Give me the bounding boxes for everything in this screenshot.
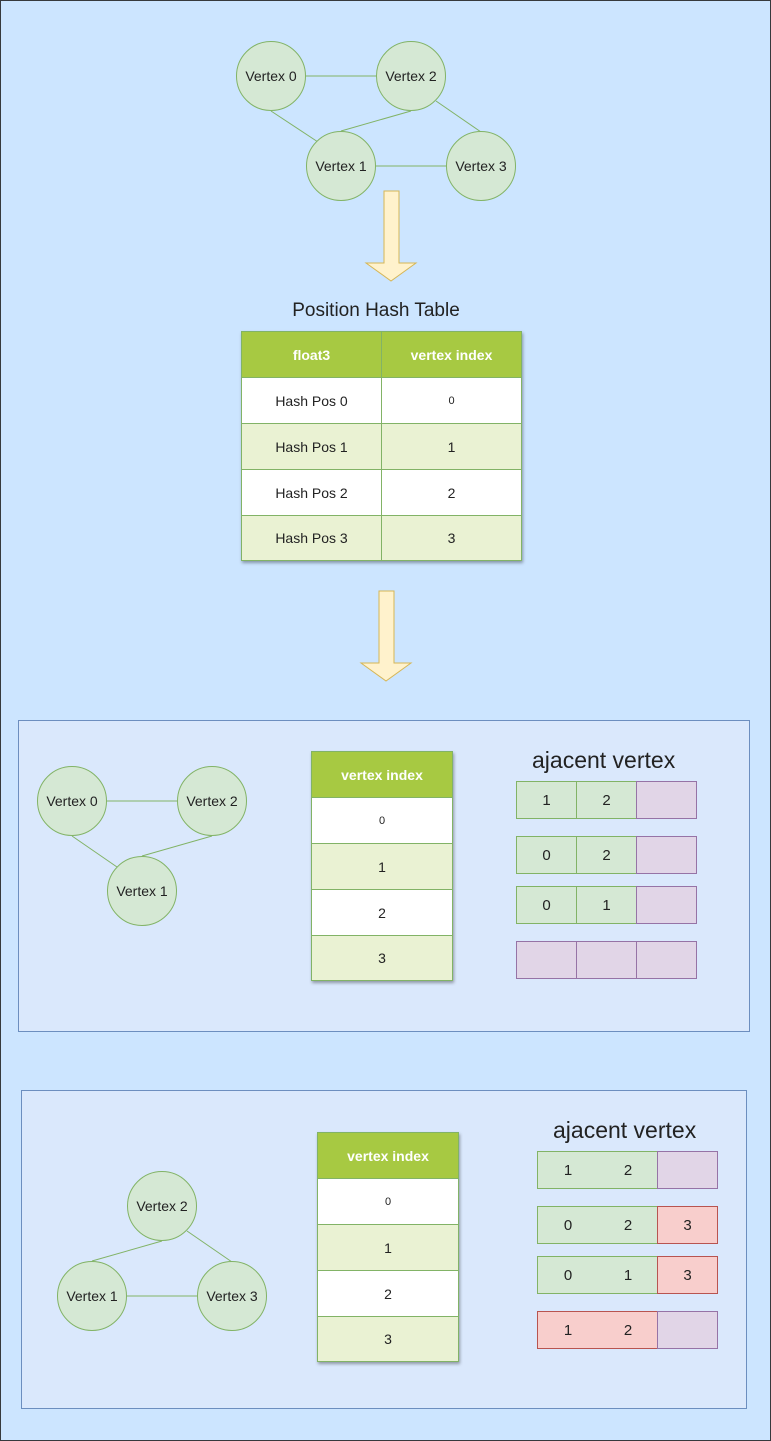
hash-table-header-vertex-index: vertex index (381, 331, 522, 378)
adjacency-cell: 1 (598, 1257, 658, 1293)
adjacency-cell: 1 (538, 1152, 598, 1188)
vertex-index-cell: 0 (317, 1178, 459, 1225)
top-node-vertex-3: Vertex 3 (446, 131, 516, 201)
down-arrow-2 (359, 590, 413, 682)
edge-v2-v1 (340, 110, 412, 132)
table-row: Hash Pos 2 2 (241, 469, 522, 516)
node-label: Vertex 2 (186, 793, 238, 809)
adjacency-cell: 0 (516, 836, 577, 874)
node-label: Vertex 1 (116, 883, 168, 899)
vertex-index-cell: 2 (381, 469, 522, 516)
table-row: Hash Pos 1 1 (241, 423, 522, 470)
vertex-index-cell: 3 (311, 935, 453, 981)
vertex-index-cell: 2 (311, 889, 453, 936)
table-row: 1 (311, 843, 453, 890)
table-row: Hash Pos 0 0 (241, 377, 522, 424)
adjacency-cell: 1 (576, 886, 637, 924)
hash-table-header-float3: float3 (241, 331, 382, 378)
panel2-node-vertex-1: Vertex 1 (57, 1261, 127, 1331)
node-label: Vertex 1 (66, 1288, 118, 1304)
table-row: 3 (317, 1316, 459, 1362)
vertex-index-cell: 0 (311, 797, 453, 844)
node-label: Vertex 2 (385, 68, 437, 84)
adjacency-cell: 1 (516, 781, 577, 819)
adjacency-new-cell: 3 (657, 1256, 718, 1294)
edge-v2-v1 (141, 835, 213, 857)
adjacency-cell: 0 (538, 1257, 598, 1293)
adjacency-new-cell: 3 (657, 1206, 718, 1244)
panel1-edges (71, 800, 213, 868)
hash-pos-cell: Hash Pos 0 (241, 377, 382, 424)
hash-pos-cell: Hash Pos 1 (241, 423, 382, 470)
top-node-vertex-0: Vertex 0 (236, 41, 306, 111)
vertex-index-cell: 1 (311, 843, 453, 890)
vertex-index-header: vertex index (317, 1132, 459, 1179)
hash-pos-cell: Hash Pos 3 (241, 515, 382, 561)
panel1-adjacent-title: ajacent vertex (532, 747, 676, 773)
adjacency-empty-cell (516, 941, 577, 979)
panel2-edges (91, 1230, 233, 1297)
table-row: Hash Pos 3 3 (241, 515, 522, 561)
edge-v2-v1 (91, 1240, 163, 1262)
adjacency-new-cell: 2 (598, 1312, 658, 1348)
edge-v2-v3 (435, 100, 482, 133)
table-row: 0 (311, 797, 453, 844)
table-row: 2 (311, 889, 453, 936)
node-label: Vertex 3 (455, 158, 507, 174)
vertex-index-cell: 1 (381, 423, 522, 470)
vertex-index-cell: 2 (317, 1270, 459, 1317)
edge-v0-v1 (71, 835, 118, 868)
top-node-vertex-1: Vertex 1 (306, 131, 376, 201)
adjacency-empty-cell (657, 1311, 718, 1349)
adjacency-cell: 2 (576, 781, 637, 819)
table-row: 2 (317, 1270, 459, 1317)
panel2-node-vertex-3: Vertex 3 (197, 1261, 267, 1331)
vertex-index-header: vertex index (311, 751, 453, 798)
adjacency-empty-cell (657, 1151, 718, 1189)
adjacency-cell: 0 (538, 1207, 598, 1243)
node-label: Vertex 3 (206, 1288, 258, 1304)
vertex-index-cell: 0 (381, 377, 522, 424)
panel-step-2: Vertex 2 Vertex 1 Vertex 3 vertex index … (21, 1090, 747, 1409)
panel2-node-vertex-2: Vertex 2 (127, 1171, 197, 1241)
top-node-vertex-2: Vertex 2 (376, 41, 446, 111)
node-label: Vertex 0 (46, 793, 98, 809)
panel1-vertex-index-table: vertex index 0 1 2 3 (311, 751, 453, 981)
hash-table-title: Position Hash Table (292, 300, 460, 321)
table-row: 3 (311, 935, 453, 981)
table-row: 1 (317, 1224, 459, 1271)
edge-v2-v3 (186, 1230, 233, 1263)
panel1-node-vertex-0: Vertex 0 (37, 766, 107, 836)
down-arrow-1 (364, 190, 418, 282)
adjacency-empty-cell (636, 781, 697, 819)
adjacency-cell: 2 (576, 836, 637, 874)
adjacency-new-cell: 1 (538, 1312, 598, 1348)
adjacency-cell: 0 (516, 886, 577, 924)
adjacency-empty-cell (636, 886, 697, 924)
panel1-node-vertex-2: Vertex 2 (177, 766, 247, 836)
adjacency-empty-cell (576, 941, 637, 979)
vertex-index-cell: 3 (381, 515, 522, 561)
panel2-vertex-index-table: vertex index 0 1 2 3 (317, 1132, 459, 1362)
panel1-node-vertex-1: Vertex 1 (107, 856, 177, 926)
vertex-index-cell: 3 (317, 1316, 459, 1362)
panel2-adjacent-title: ajacent vertex (553, 1117, 697, 1143)
table-row: 0 (317, 1178, 459, 1225)
vertex-index-cell: 1 (317, 1224, 459, 1271)
adjacency-empty-cell (636, 941, 697, 979)
adjacency-cell: 2 (598, 1152, 658, 1188)
panel-step-1: Vertex 0 Vertex 2 Vertex 1 vertex index … (18, 720, 750, 1032)
node-label: Vertex 1 (315, 158, 367, 174)
position-hash-table: float3 vertex index Hash Pos 0 0 Hash Po… (241, 331, 522, 561)
hash-pos-cell: Hash Pos 2 (241, 469, 382, 516)
adjacency-cell: 2 (598, 1207, 658, 1243)
node-label: Vertex 0 (245, 68, 297, 84)
adjacency-empty-cell (636, 836, 697, 874)
edge-v0-v1 (270, 110, 319, 143)
node-label: Vertex 2 (136, 1198, 188, 1214)
